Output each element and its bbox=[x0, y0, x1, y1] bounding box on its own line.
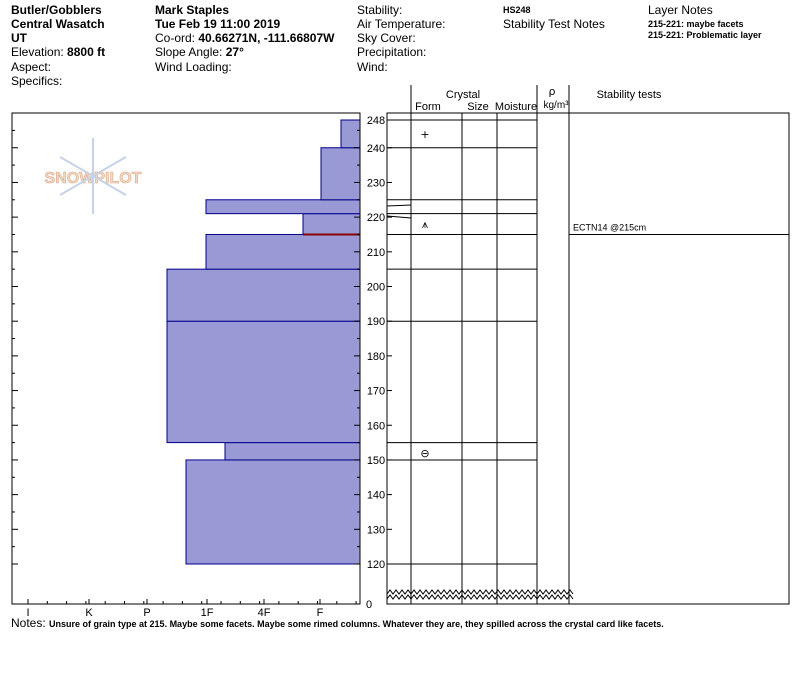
chart-frames bbox=[11, 85, 790, 605]
layer-connector bbox=[386, 204, 412, 207]
crystal-form-symbols: + ⩚ ⊖ bbox=[420, 128, 429, 460]
notes-label: Notes: bbox=[11, 616, 46, 630]
wind-loading-label: Wind Loading: bbox=[155, 60, 232, 74]
specifics-label: Specifics: bbox=[11, 74, 63, 88]
wind-label: Wind: bbox=[357, 60, 388, 74]
state-name: UT bbox=[11, 31, 27, 45]
hardness-bar bbox=[224, 442, 361, 461]
snowflake-icon bbox=[59, 156, 94, 177]
location-title: Butler/Gobblers bbox=[11, 3, 102, 17]
snow-depth-hs: HS248 bbox=[503, 5, 531, 15]
snowflake-icon bbox=[59, 175, 94, 196]
notes-text: Unsure of grain type at 215. Maybe some … bbox=[49, 619, 664, 629]
coordinates: Co-ord: 40.66271N, -111.66807W bbox=[155, 31, 335, 45]
hardness-plot-frame bbox=[11, 112, 361, 605]
moisture-header: Moisture bbox=[495, 101, 537, 113]
range-name: Central Wasatch bbox=[11, 17, 105, 31]
axis-break bbox=[386, 589, 574, 595]
slope-angle: Slope Angle: 27° bbox=[155, 45, 244, 59]
hardness-axis: I K P 1F 4F F bbox=[26, 599, 357, 619]
height-tick-label: 190 bbox=[367, 316, 385, 328]
observation-datetime: Tue Feb 19 11:00 2019 bbox=[155, 17, 281, 31]
data-table-frame bbox=[386, 112, 790, 605]
hardness-bar bbox=[205, 199, 361, 215]
hardness-tick-label: F bbox=[317, 607, 324, 619]
hardness-bar bbox=[185, 459, 361, 565]
stability-test-entry: ECTN14 @215cm bbox=[569, 222, 789, 235]
hardness-bar bbox=[340, 119, 361, 149]
elevation: Elevation: 8800 ft bbox=[11, 45, 106, 59]
height-tick-label: 210 bbox=[367, 247, 385, 259]
stability-test-label: ECTN14 @215cm bbox=[573, 222, 646, 232]
crystal-form-symbol: ⊖ bbox=[420, 447, 429, 460]
height-tick-label: 140 bbox=[367, 490, 385, 502]
hardness-tick-label: 4F bbox=[258, 607, 271, 619]
layer-note-1: 215-221: maybe facets bbox=[648, 19, 744, 29]
height-tick-label: 130 bbox=[367, 524, 385, 536]
height-tick-label: 150 bbox=[367, 455, 385, 467]
hardness-bar bbox=[205, 233, 361, 270]
hardness-bar bbox=[302, 213, 361, 235]
stability-test-notes-label: Stability Test Notes bbox=[503, 17, 605, 31]
snowpilot-watermark: SNOWPILOT bbox=[44, 138, 142, 214]
stability-tests-header: Stability tests bbox=[597, 89, 662, 101]
stability-label: Stability: bbox=[357, 3, 403, 17]
hardness-tick-label: 1F bbox=[201, 607, 214, 619]
density-symbol: ρ bbox=[549, 85, 556, 98]
form-header: Form bbox=[415, 101, 441, 113]
hardness-tick-label: K bbox=[85, 607, 93, 619]
notes: Notes: Unsure of grain type at 215. Mayb… bbox=[11, 616, 664, 630]
height-tick-label: 120 bbox=[367, 559, 385, 571]
precipitation-label: Precipitation: bbox=[357, 45, 427, 59]
hardness-tick-label: I bbox=[26, 607, 29, 619]
hardness-bar bbox=[320, 147, 361, 201]
height-tick-label: 170 bbox=[367, 386, 385, 398]
column-headers: Crystal Form Size Moisture ρ kg/m³ Stability t… bbox=[415, 85, 662, 113]
height-tick-label: 248 bbox=[367, 115, 385, 127]
snowflake-icon bbox=[92, 156, 127, 177]
layer-note-2: 215-221: Problematic layer bbox=[648, 30, 762, 40]
height-tick-label: 220 bbox=[367, 212, 385, 224]
size-header: Size bbox=[467, 101, 488, 113]
hardness-bar bbox=[166, 320, 361, 444]
height-tick-label: 180 bbox=[367, 351, 385, 363]
height-tick-label: 200 bbox=[367, 282, 385, 294]
hardness-bar bbox=[166, 268, 361, 322]
density-unit: kg/m³ bbox=[544, 100, 570, 111]
snowflake-icon bbox=[92, 175, 127, 196]
axis-break bbox=[386, 594, 574, 600]
crystal-header: Crystal bbox=[446, 89, 480, 101]
height-tick-label: 160 bbox=[367, 420, 385, 432]
sky-cover-label: Sky Cover: bbox=[357, 31, 416, 45]
layer-connector bbox=[386, 215, 412, 219]
layer-boundaries bbox=[386, 119, 537, 565]
aspect-label: Aspect: bbox=[11, 60, 52, 74]
layer-notes-label: Layer Notes bbox=[648, 3, 713, 17]
observer-name: Mark Staples bbox=[155, 3, 230, 17]
hardness-bars bbox=[166, 119, 361, 565]
height-axis: 0 120 130 140 150 160 170 180 190 200 210 220 230 240… bbox=[12, 115, 392, 611]
height-tick-label: 230 bbox=[367, 177, 385, 189]
height-tick-label: 0 bbox=[366, 599, 372, 611]
hardness-tick-label: P bbox=[143, 607, 150, 619]
crystal-form-symbol: ⩚ bbox=[422, 218, 428, 231]
crystal-form-symbol: + bbox=[420, 128, 429, 141]
height-tick-label: 240 bbox=[367, 143, 385, 155]
air-temperature-label: Air Temperature: bbox=[357, 17, 446, 31]
